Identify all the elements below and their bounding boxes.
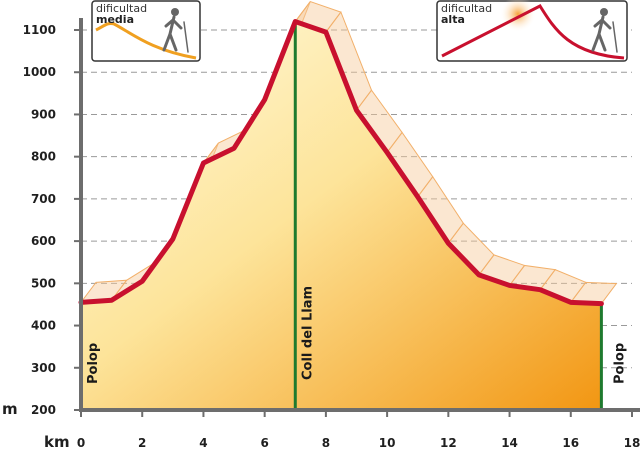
y-tick-label-200: 200 <box>31 403 56 417</box>
hiker-icon <box>591 8 618 53</box>
difficulty-badge-alta: dificultad alta <box>436 0 628 62</box>
marker-label-2: Polop <box>612 343 627 384</box>
tick-labels: 200 300 400 500 600 700 800 900 1000 1100 0 2 4 6 8 10 1… <box>23 23 641 450</box>
y-tick-label-900: 900 <box>31 107 56 121</box>
x-tick-label-8: 8 <box>322 436 330 450</box>
profile-line <box>78 19 604 307</box>
y-tick-label-300: 300 <box>31 361 56 375</box>
x-tick-label-10: 10 <box>379 436 396 450</box>
y-tick-label-400: 400 <box>31 319 56 333</box>
y-tick-label-800: 800 <box>31 150 56 164</box>
difficulty-badge-media: dificultad media <box>91 0 201 62</box>
y-tick-label-700: 700 <box>31 192 56 206</box>
badge-label-media: media <box>96 13 134 26</box>
x-axis-unit: km <box>44 433 70 450</box>
badge-label-dificultad: dificultad <box>441 2 492 15</box>
x-tick-label-18: 18 <box>624 436 641 450</box>
x-tick-label-6: 6 <box>260 436 268 450</box>
profile-line-group <box>78 19 604 307</box>
badge-label-alta: alta <box>441 13 465 26</box>
profile-area <box>81 21 602 411</box>
badge-label-dificultad: dificultad <box>96 2 147 15</box>
y-tick-label-1000: 1000 <box>23 65 56 79</box>
badge-curve-alta <box>441 4 625 60</box>
x-tick-label-2: 2 <box>138 436 146 450</box>
x-tick-label-0: 0 <box>77 436 85 450</box>
profile-fill <box>81 21 602 411</box>
y-axis-unit: m <box>2 400 18 418</box>
place-markers: Polop Coll del Llam Polop <box>79 21 627 410</box>
x-tick-label-4: 4 <box>199 436 207 450</box>
y-tick-label-600: 600 <box>31 234 56 248</box>
marker-label-1: Coll del Llam <box>300 286 315 380</box>
y-tick-label-500: 500 <box>31 276 56 290</box>
hiker-icon <box>162 8 189 53</box>
y-tick-label-1100: 1100 <box>23 23 56 37</box>
x-tick-label-12: 12 <box>440 436 457 450</box>
axes <box>74 18 640 417</box>
x-tick-label-14: 14 <box>501 436 518 450</box>
x-tick-label-16: 16 <box>562 436 579 450</box>
marker-label-0: Polop <box>86 343 101 384</box>
